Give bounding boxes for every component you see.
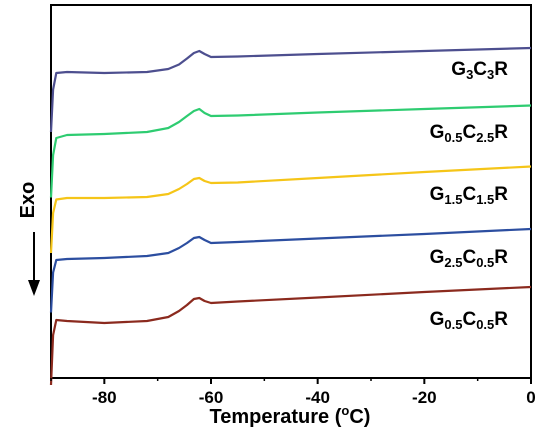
x-tick-label: -60: [199, 388, 224, 407]
series-line: [49, 285, 532, 386]
series-line: [49, 46, 532, 133]
x-tick-label: 0: [526, 388, 535, 407]
series-line: [49, 165, 532, 254]
x-tick-label: -20: [412, 388, 437, 407]
series-line: [49, 227, 532, 313]
exo-arrow-head: [28, 280, 40, 296]
x-axis: -80 -60 -40 -20 0: [50, 378, 536, 407]
x-axis-title: Temperature (oC): [210, 403, 371, 428]
series-label: G0.5C0.5R: [430, 309, 509, 332]
y-axis-title-group: Exo: [17, 182, 40, 296]
series-label: G0.5C2.5R: [430, 122, 509, 145]
series-label: G2.5C0.5R: [430, 247, 509, 270]
x-tick-label: -80: [92, 388, 117, 407]
series-line: [49, 104, 532, 198]
series-layer: [49, 46, 532, 386]
series-label: G3C3R: [451, 59, 508, 82]
x-tick-label: -40: [305, 388, 330, 407]
y-axis-title: Exo: [17, 182, 39, 219]
series-labels: G3C3R G0.5C2.5R G1.5C1.5R G2.5C0.5R G0.5C0.5…: [430, 59, 509, 332]
series-label: G1.5C1.5R: [430, 184, 509, 207]
